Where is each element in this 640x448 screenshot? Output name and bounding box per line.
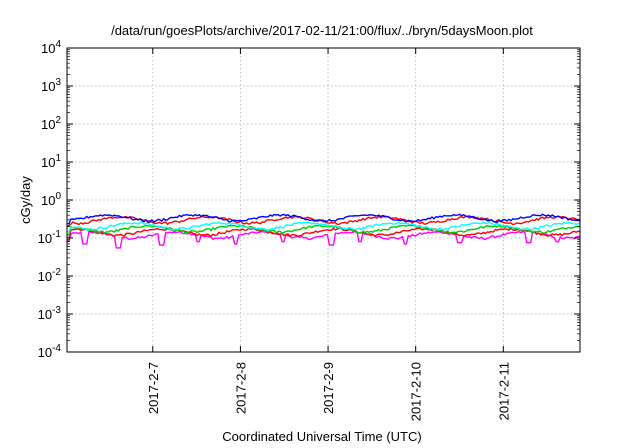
y-tick-label: 10-3 bbox=[38, 305, 62, 322]
x-tick-label: 2017-2-9 bbox=[321, 362, 336, 414]
y-tick-label: 10-4 bbox=[38, 343, 62, 360]
grid-lines bbox=[67, 48, 580, 352]
y-tick-label: 104 bbox=[41, 39, 61, 56]
y-tick-label: 102 bbox=[41, 115, 61, 132]
y-tick-label: 10-2 bbox=[38, 267, 62, 284]
y-tick-label: 103 bbox=[41, 77, 61, 94]
series-line-2 bbox=[67, 227, 581, 239]
chart-title: /data/run/goesPlots/archive/2017-02-11/2… bbox=[111, 23, 533, 38]
y-tick-label: 101 bbox=[41, 153, 61, 170]
series-line-4 bbox=[67, 221, 581, 233]
y-tick-label: 10-1 bbox=[38, 229, 62, 246]
x-tick-label: 2017-2-10 bbox=[409, 362, 424, 421]
x-tick-label: 2017-2-8 bbox=[233, 362, 248, 414]
series-lines bbox=[67, 213, 581, 249]
series-line-1 bbox=[67, 230, 581, 249]
x-axis-label: Coordinated Universal Time (UTC) bbox=[222, 429, 421, 444]
x-tick-label: 2017-2-11 bbox=[496, 362, 511, 420]
series-line-3 bbox=[67, 224, 581, 236]
y-axis-label: cGy/day bbox=[18, 176, 33, 224]
y-tick-label: 100 bbox=[41, 191, 61, 208]
series-line-6 bbox=[67, 213, 581, 225]
x-tick-label: 2017-2-7 bbox=[146, 362, 161, 414]
y-axis: 10-4 10-3 10-2 10-1 100 101 102 103 104 bbox=[38, 39, 580, 360]
x-axis: 2017-2-7 2017-2-8 2017-2-9 2017-2-10 2017-2-… bbox=[146, 48, 511, 421]
